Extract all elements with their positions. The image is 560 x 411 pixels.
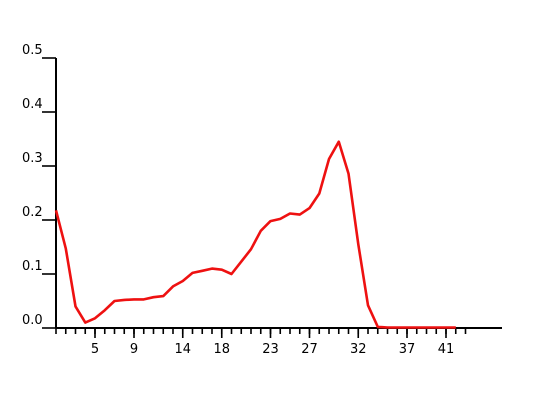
y-tick-label: 0.0: [22, 313, 43, 328]
x-tick-label: 9: [130, 342, 138, 357]
y-tick-label: 0.3: [22, 151, 43, 166]
x-tick-label: 18: [213, 342, 230, 357]
axis-ticks: [42, 57, 467, 338]
series-line: [54, 140, 456, 329]
x-tick-label: 14: [174, 342, 191, 357]
x-tick-label: 32: [350, 342, 367, 357]
x-tick-label: 27: [301, 342, 318, 357]
y-tick-label: 0.5: [22, 43, 43, 58]
x-tick-label: 23: [262, 342, 279, 357]
x-tick-label: 5: [91, 342, 99, 357]
x-tick-label: 41: [438, 342, 455, 357]
y-tick-label: 0.1: [22, 259, 43, 274]
y-tick-label: 0.2: [22, 205, 43, 220]
tick-labels: 0.0 0.1 0.2 0.3 0.4 0.5 5 9 14 18 23 27 32 37 41: [22, 43, 454, 357]
x-tick-label: 37: [399, 342, 416, 357]
series-group: [54, 140, 456, 329]
y-tick-label: 0.4: [22, 97, 43, 112]
